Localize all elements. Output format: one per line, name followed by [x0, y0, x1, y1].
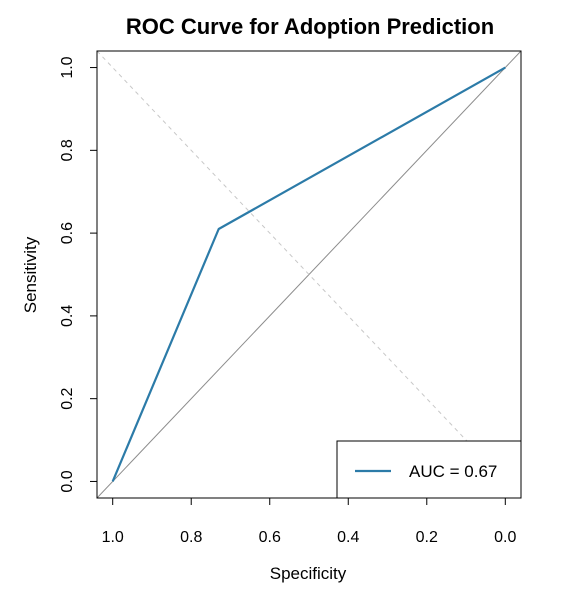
x-tick-label: 0.2 — [416, 529, 438, 546]
chart-title: ROC Curve for Adoption Prediction — [126, 14, 494, 39]
roc-series-line — [111, 66, 506, 482]
x-tick-label: 0.0 — [494, 529, 516, 546]
legend-box — [336, 440, 522, 499]
y-tick-label: 0.4 — [59, 305, 76, 327]
x-tick-label: 0.6 — [259, 529, 281, 546]
y-tick-label: 1.0 — [59, 56, 76, 78]
x-axis-title: Specificity — [270, 564, 347, 583]
y-axis-title: Sensitivity — [21, 236, 40, 313]
chance-diagonal-line — [97, 51, 521, 498]
y-tick-label: 0.2 — [59, 387, 76, 409]
specificity-equals-sensitivity-line — [97, 51, 521, 498]
legend-label: AUC = 0.67 — [409, 462, 497, 481]
y-tick-label: 0.0 — [59, 470, 76, 492]
y-tick-label: 0.6 — [59, 222, 76, 244]
x-tick-label: 0.4 — [337, 529, 359, 546]
y-tick-label: 0.8 — [59, 139, 76, 161]
plot-area: 1.0 0.8 0.6 0.4 0.2 0.0 0.0 0.2 0.4 0.6 0.8 1.0 AUC … — [59, 50, 522, 546]
x-tick-label: 1.0 — [102, 529, 124, 546]
x-tick-label: 0.8 — [180, 529, 202, 546]
